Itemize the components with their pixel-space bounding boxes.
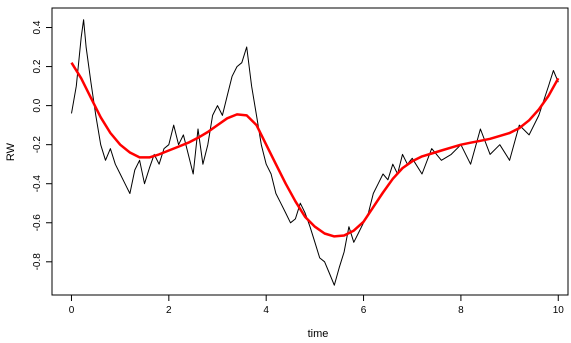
y-tick-label: -0.4	[32, 175, 43, 193]
series-layer	[70, 19, 560, 286]
x-axis-title: time	[308, 328, 329, 340]
y-tick-label: 0.2	[32, 59, 43, 73]
x-tick-label: 2	[166, 305, 172, 316]
y-tick-label: 0.4	[32, 20, 43, 34]
y-tick-label: 0.0	[32, 98, 43, 112]
smoothed-trend-series-line	[70, 62, 560, 238]
y-tick-label: -0.6	[32, 214, 43, 232]
y-tick-label: -0.8	[32, 253, 43, 271]
x-tick-label: 10	[553, 305, 565, 316]
x-tick-label: 6	[361, 305, 367, 316]
y-axis-title: RW	[5, 142, 17, 161]
x-tick-label: 8	[458, 305, 464, 316]
y-axis: -0.8 -0.6 -0.4 -0.2 0.0 0.2 0.4	[32, 20, 53, 271]
y-tick-label: -0.2	[32, 136, 43, 154]
x-axis: 0 2 4 6 8 10	[69, 294, 565, 316]
x-tick-label: 0	[69, 305, 75, 316]
x-tick-label: 4	[263, 305, 269, 316]
random-walk-series-line	[71, 19, 559, 286]
